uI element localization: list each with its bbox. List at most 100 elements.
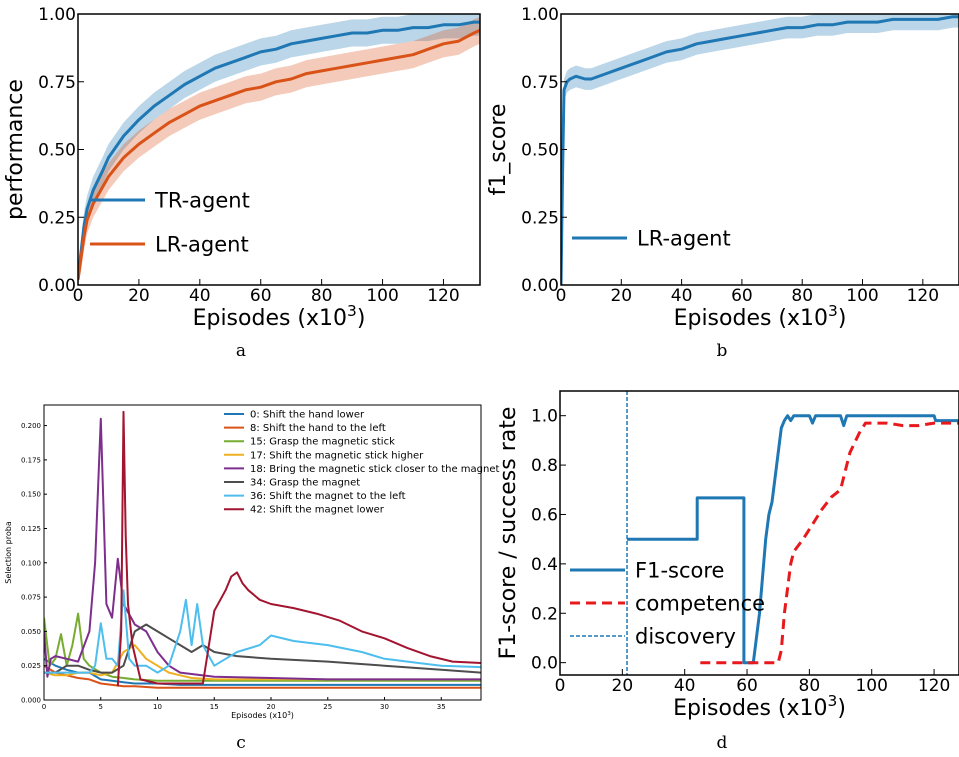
y-tick-label: 0.125: [21, 525, 41, 533]
x-tick-label: 20: [267, 703, 276, 711]
series-line-5: [44, 623, 481, 674]
legend-label: 36: Shift the magnet to the left: [250, 491, 406, 502]
y-tick-label: 0.25: [521, 208, 559, 228]
x-tick-label: 80: [311, 286, 333, 306]
x-axis-label-close: ): [837, 696, 846, 721]
y-tick-label: 0.050: [21, 628, 41, 636]
x-tick-label: 80: [799, 676, 821, 696]
panel-caption: c: [236, 733, 246, 753]
y-tick-label: 0.50: [521, 141, 559, 161]
panel-caption: a: [236, 341, 246, 361]
x-axis-label: Episodes (x103): [231, 711, 294, 720]
x-tick-label: 0: [73, 286, 84, 306]
series-line-0: [561, 15, 959, 285]
y-tick-label: 0.50: [38, 141, 76, 161]
x-tick-label: 0: [555, 676, 566, 696]
x-tick-label: 5: [99, 703, 103, 711]
chart-panel-c: 0 5 10 15 20 25 30 35 0.000 0.025 0.050 0.075 0.100 0…: [4, 404, 499, 753]
y-tick-label: 0.75: [38, 73, 76, 93]
y-tick-label: 0.100: [21, 559, 41, 567]
x-tick-label: 120: [427, 286, 459, 306]
chart-panel-a: 0 20 40 60 80 100 120 0.00 0.25 0.50 0.75 1.00 Episo…: [3, 5, 481, 361]
y-tick-label: 0.00: [38, 276, 76, 296]
plot-frame: [43, 404, 482, 701]
x-tick-label: 25: [323, 703, 332, 711]
legend-label: 0: Shift the hand lower: [250, 410, 365, 421]
y-axis-label: f1_score: [486, 104, 511, 196]
y-tick-label: 0.4: [531, 555, 558, 575]
plot-frame: [560, 13, 959, 286]
legend-label: 8: Shift the hand to the left: [250, 423, 386, 434]
series-line-6: [44, 589, 481, 674]
panel-caption: d: [717, 733, 728, 753]
y-tick-label: 1.00: [38, 5, 76, 25]
y-tick-label: 0.025: [21, 662, 41, 670]
x-tick-label: 40: [671, 286, 693, 306]
series-line-1: [700, 421, 959, 665]
x-axis-label: Episodes (x103): [674, 302, 847, 331]
plot-frame: [559, 390, 959, 676]
series-line-1: [44, 664, 481, 689]
x-tick-label: 100: [855, 676, 887, 696]
x-tick-label: 100: [846, 286, 878, 306]
y-tick-label: 0.0: [531, 654, 558, 674]
y-tick-label: 0.175: [21, 456, 41, 464]
x-tick-label: 40: [189, 286, 211, 306]
y-tick-label: 0.8: [531, 456, 558, 476]
y-tick-label: 0.75: [521, 73, 559, 93]
x-tick-label: 0: [556, 286, 567, 306]
x-tick-label: 60: [731, 286, 753, 306]
x-tick-label: 80: [791, 286, 813, 306]
y-tick-label: 0.00: [521, 276, 559, 296]
y-tick-label: 1.00: [521, 5, 559, 25]
series-band-0: [78, 14, 480, 285]
legend-label: LR-agent: [155, 232, 249, 256]
legend-label: 15: Grasp the magnetic stick: [250, 437, 395, 448]
x-tick-label: 100: [366, 286, 398, 306]
x-tick-label: 0: [42, 703, 46, 711]
series-line-0: [627, 414, 959, 665]
x-axis-label: Episodes (x103): [673, 692, 846, 721]
x-axis-label-sup: 3: [347, 302, 357, 320]
legend-label: 34: Grasp the magnet: [250, 478, 360, 489]
x-axis-label-close: ): [357, 306, 366, 331]
legend-label: TR-agent: [154, 188, 250, 212]
y-tick-label: 0.000: [21, 697, 41, 705]
x-tick-label: 120: [907, 286, 939, 306]
y-axis-label: performance: [3, 79, 28, 220]
x-tick-label: 20: [128, 286, 150, 306]
legend-label: competence: [635, 591, 765, 615]
x-tick-label: 120: [918, 676, 950, 696]
series-band-0: [561, 14, 959, 285]
x-axis-label-close: ): [291, 711, 294, 720]
x-tick-label: 30: [380, 703, 389, 711]
y-tick-label: 0.2: [531, 604, 558, 624]
legend-label: 18: Bring the magnetic stick closer to t…: [250, 464, 499, 475]
x-tick-label: 60: [736, 676, 758, 696]
y-tick-label: 1.0: [531, 407, 558, 427]
x-tick-label: 60: [250, 286, 272, 306]
legend-label: discovery: [635, 624, 736, 648]
x-axis-label: Episodes (x103): [193, 302, 366, 331]
series-line-7: [116, 410, 481, 687]
x-axis-label-close: ): [838, 306, 847, 331]
x-axis-label-sup: 3: [828, 692, 838, 710]
y-tick-label: 0.6: [531, 505, 558, 525]
x-tick-label: 20: [612, 676, 634, 696]
chart-panel-b: 0 20 40 60 80 100 120 0.00 0.25 0.50 0.75 1.00 Episo…: [486, 5, 959, 361]
panel-caption: b: [717, 341, 728, 361]
series-line-0: [78, 20, 480, 280]
y-tick-label: 0.200: [21, 422, 41, 430]
x-tick-label: 35: [437, 703, 446, 711]
legend-label: LR-agent: [637, 226, 731, 250]
series-line-1: [78, 28, 480, 280]
y-axis-label: F1-score / success rate: [496, 407, 521, 660]
x-tick-label: 20: [610, 286, 632, 306]
series-line-2: [44, 612, 481, 682]
legend-label: 17: Shift the magnetic stick higher: [250, 450, 424, 461]
x-tick-label: 40: [674, 676, 696, 696]
chart-panel-d: 0 20 40 60 80 100 120 0.0 0.2 0.4 0.6 0.8 1.0 Episode…: [496, 390, 959, 753]
series-line-4: [44, 417, 481, 681]
legend-label: F1-score: [635, 558, 724, 582]
